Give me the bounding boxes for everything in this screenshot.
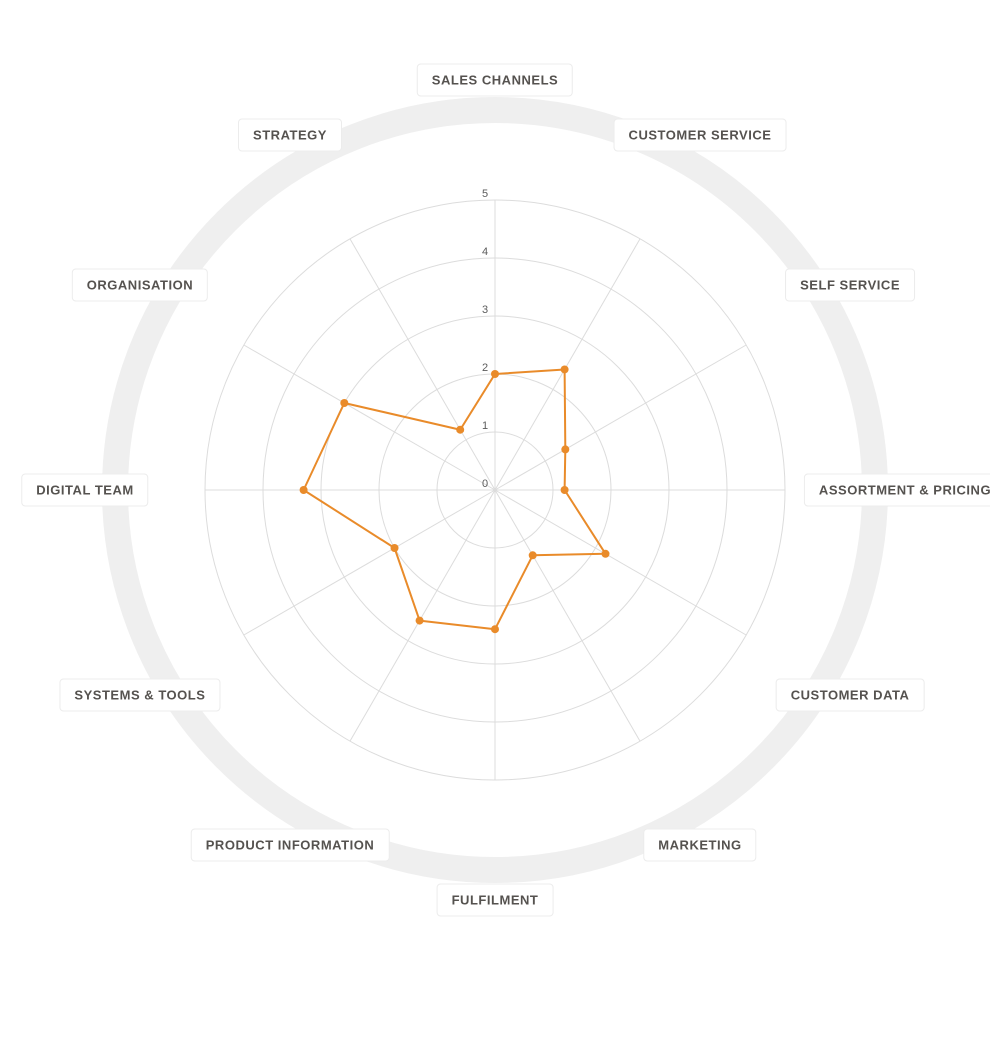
axis-label: CUSTOMER SERVICE (614, 118, 787, 151)
axis-label: STRATEGY (238, 118, 342, 151)
axis-label: MARKETING (643, 829, 756, 862)
axis-label: SYSTEMS & TOOLS (59, 679, 220, 712)
grid-spokes (205, 200, 785, 780)
axis-label: FULFILMENT (437, 884, 554, 917)
axis-label: PRODUCT INFORMATION (191, 829, 390, 862)
axis-label: DIGITAL TEAM (21, 474, 148, 507)
data-series (304, 369, 606, 629)
axis-label: ORGANISATION (72, 269, 208, 302)
tick-label: 0 (482, 478, 488, 490)
tick-label: 1 (482, 420, 488, 432)
tick-label: 4 (482, 246, 488, 258)
data-markers (300, 365, 610, 633)
axis-label: CUSTOMER DATA (776, 679, 925, 712)
axis-label: ASSORTMENT & PRICING (804, 474, 990, 507)
tick-label: 5 (482, 188, 488, 200)
radar-chart-container: SALES CHANNELS CUSTOMER SERVICE SELF SERVI… (0, 0, 990, 1046)
tick-label: 3 (482, 304, 488, 316)
axis-label: SELF SERVICE (785, 269, 915, 302)
tick-label: 2 (482, 362, 488, 374)
axis-label: SALES CHANNELS (417, 64, 573, 97)
